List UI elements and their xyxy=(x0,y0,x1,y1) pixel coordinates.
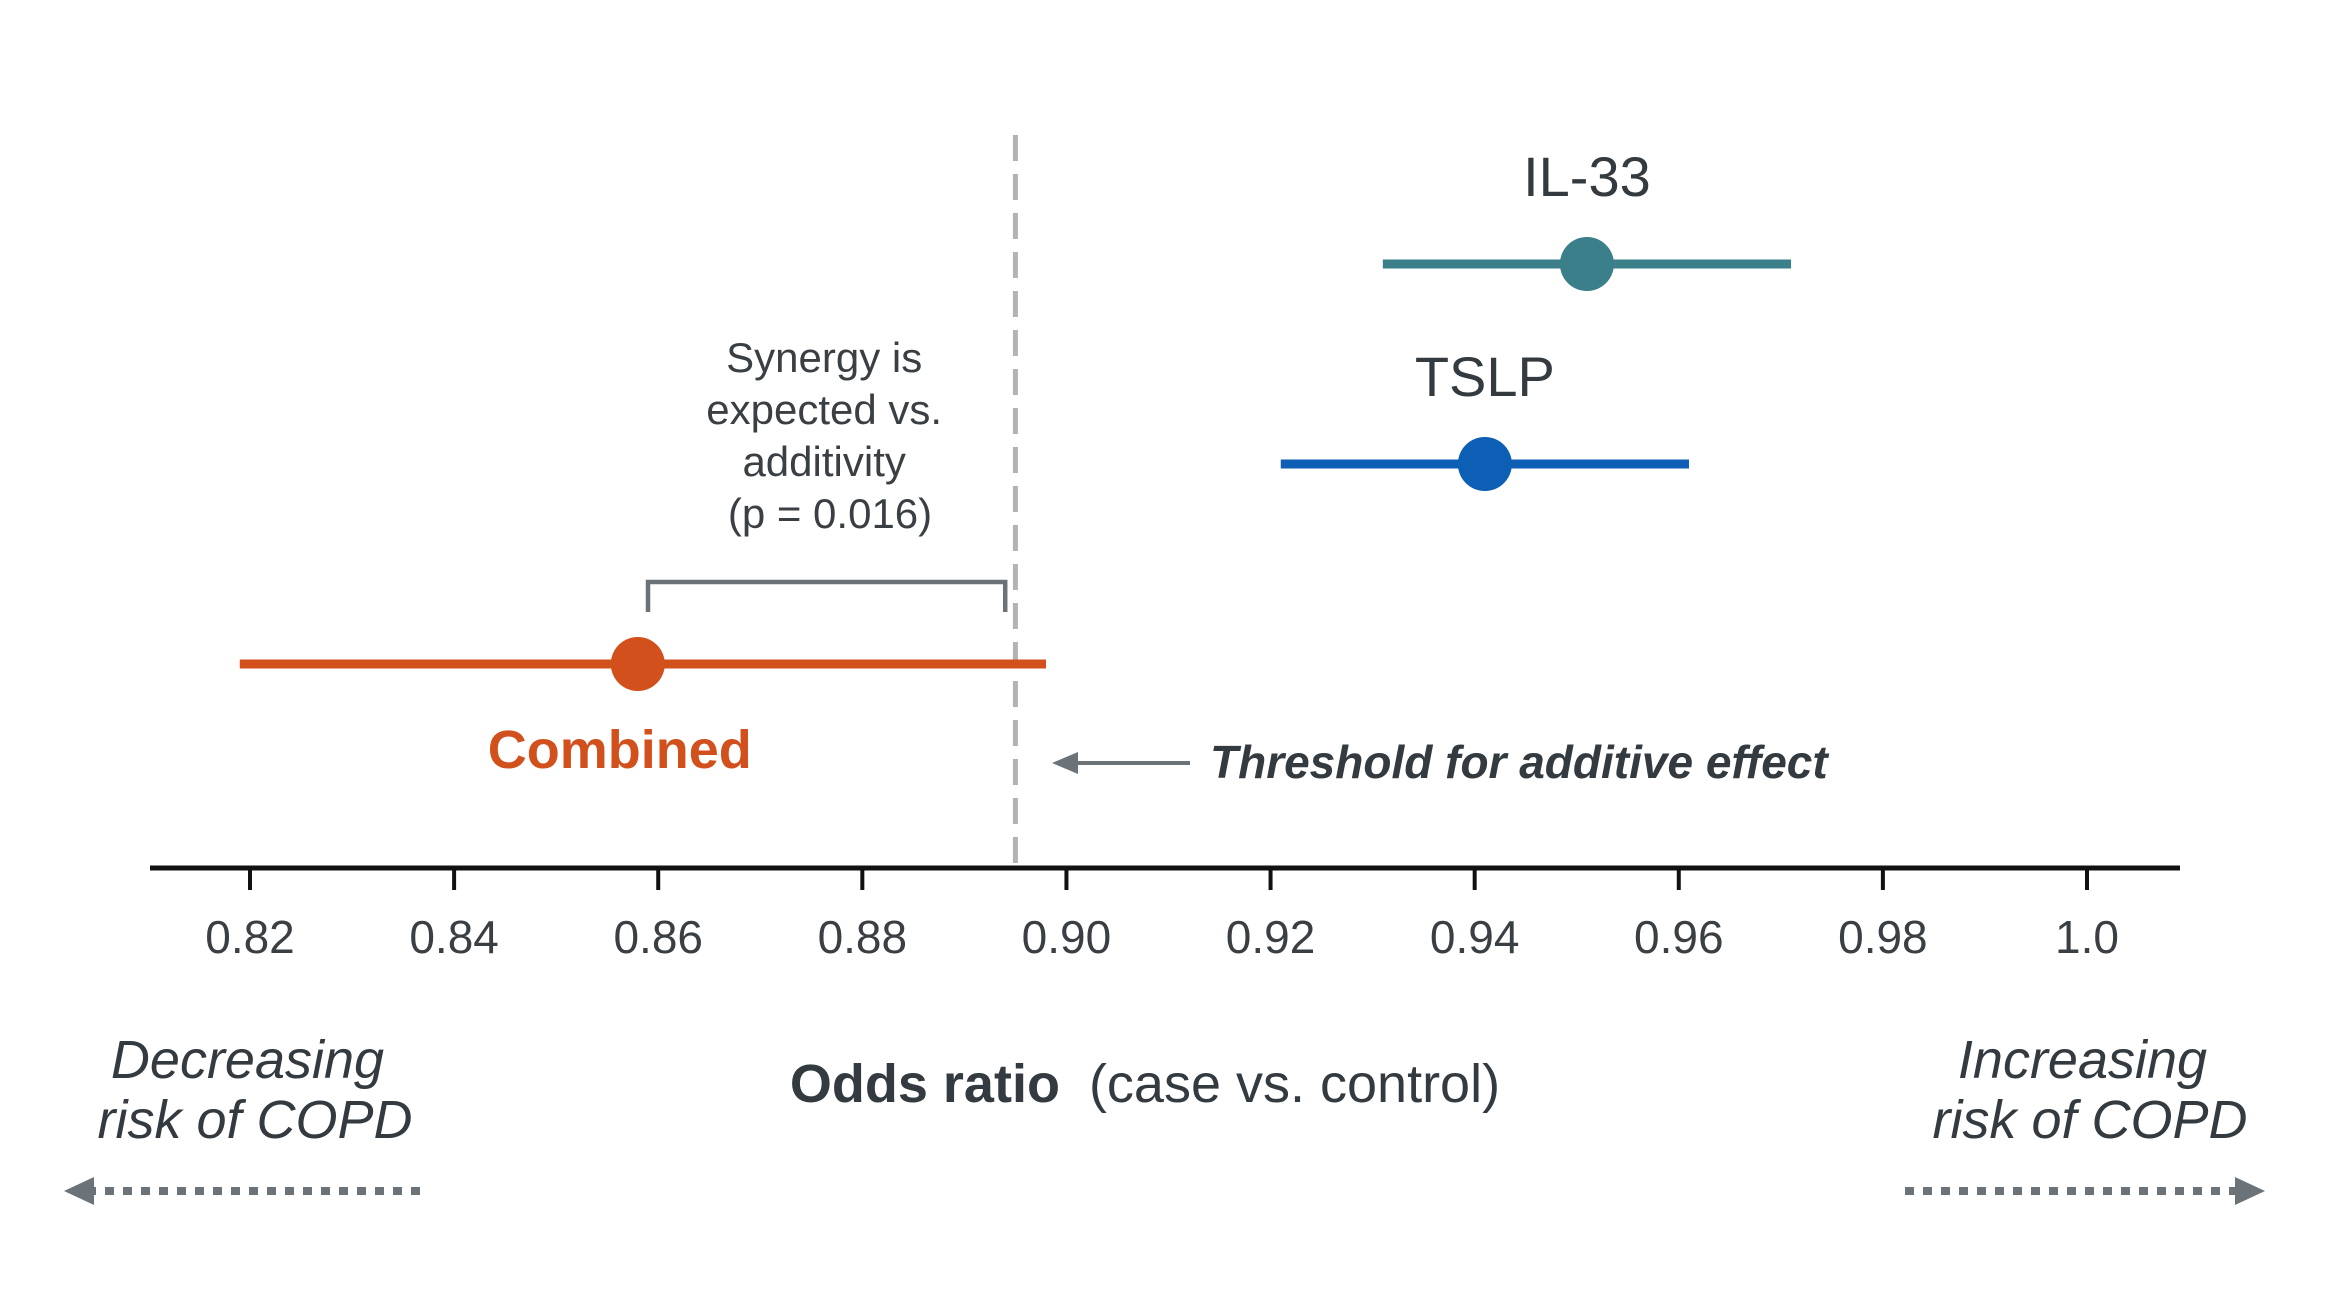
threshold-arrow-head xyxy=(1052,752,1078,774)
x-tick-label: 0.90 xyxy=(1022,911,1112,963)
x-axis-ticks: 0.82 0.84 0.86 0.88 0.90 0.92 0.94 0.96 0.98 1.0 xyxy=(205,868,2119,963)
x-tick-label: 0.88 xyxy=(818,911,908,963)
x-tick-label: 0.84 xyxy=(409,911,499,963)
decreasing-risk-label: Decreasing risk of COPD xyxy=(97,1030,412,1150)
synergy-annotation-text: Synergy is expected vs. additivity (p = … xyxy=(706,334,953,537)
decreasing-risk-line-2: risk of COPD xyxy=(97,1090,412,1150)
x-tick-label: 0.94 xyxy=(1430,911,1520,963)
x-tick-label: 1.0 xyxy=(2055,911,2119,963)
increasing-risk-label: Increasing risk of COPD xyxy=(1932,1030,2247,1150)
x-tick-label: 0.96 xyxy=(1634,911,1724,963)
decreasing-risk-arrow-head xyxy=(64,1177,94,1205)
increasing-risk-line-1: Increasing xyxy=(1958,1030,2207,1090)
series-label-tslp: TSLP xyxy=(1415,345,1555,408)
series-label-il33: IL-33 xyxy=(1523,145,1651,208)
x-axis-title-normal: (case vs. control) xyxy=(1089,1054,1500,1114)
synergy-line-4: (p = 0.016) xyxy=(728,490,932,537)
synergy-line-3: additivity xyxy=(742,438,905,485)
x-tick-label: 0.82 xyxy=(205,911,295,963)
x-tick-label: 0.92 xyxy=(1226,911,1316,963)
x-axis-title: Odds ratio (case vs. control) xyxy=(790,1054,1500,1114)
synergy-line-2: expected vs. xyxy=(706,386,942,433)
x-tick-label: 0.98 xyxy=(1838,911,1928,963)
point-combined xyxy=(610,637,665,691)
point-il33 xyxy=(1559,237,1614,291)
decreasing-risk-line-1: Decreasing xyxy=(111,1030,384,1090)
synergy-line-1: Synergy is xyxy=(726,334,922,381)
increasing-risk-arrow-head xyxy=(2235,1177,2265,1205)
series-label-combined: Combined xyxy=(488,720,752,780)
increasing-risk-line-2: risk of COPD xyxy=(1932,1090,2247,1150)
synergy-bracket xyxy=(645,579,1008,612)
x-tick-label: 0.86 xyxy=(613,911,703,963)
x-axis-title-bold: Odds ratio xyxy=(790,1054,1060,1114)
threshold-label: Threshold for additive effect xyxy=(1210,736,1829,788)
point-tslp xyxy=(1457,437,1512,491)
